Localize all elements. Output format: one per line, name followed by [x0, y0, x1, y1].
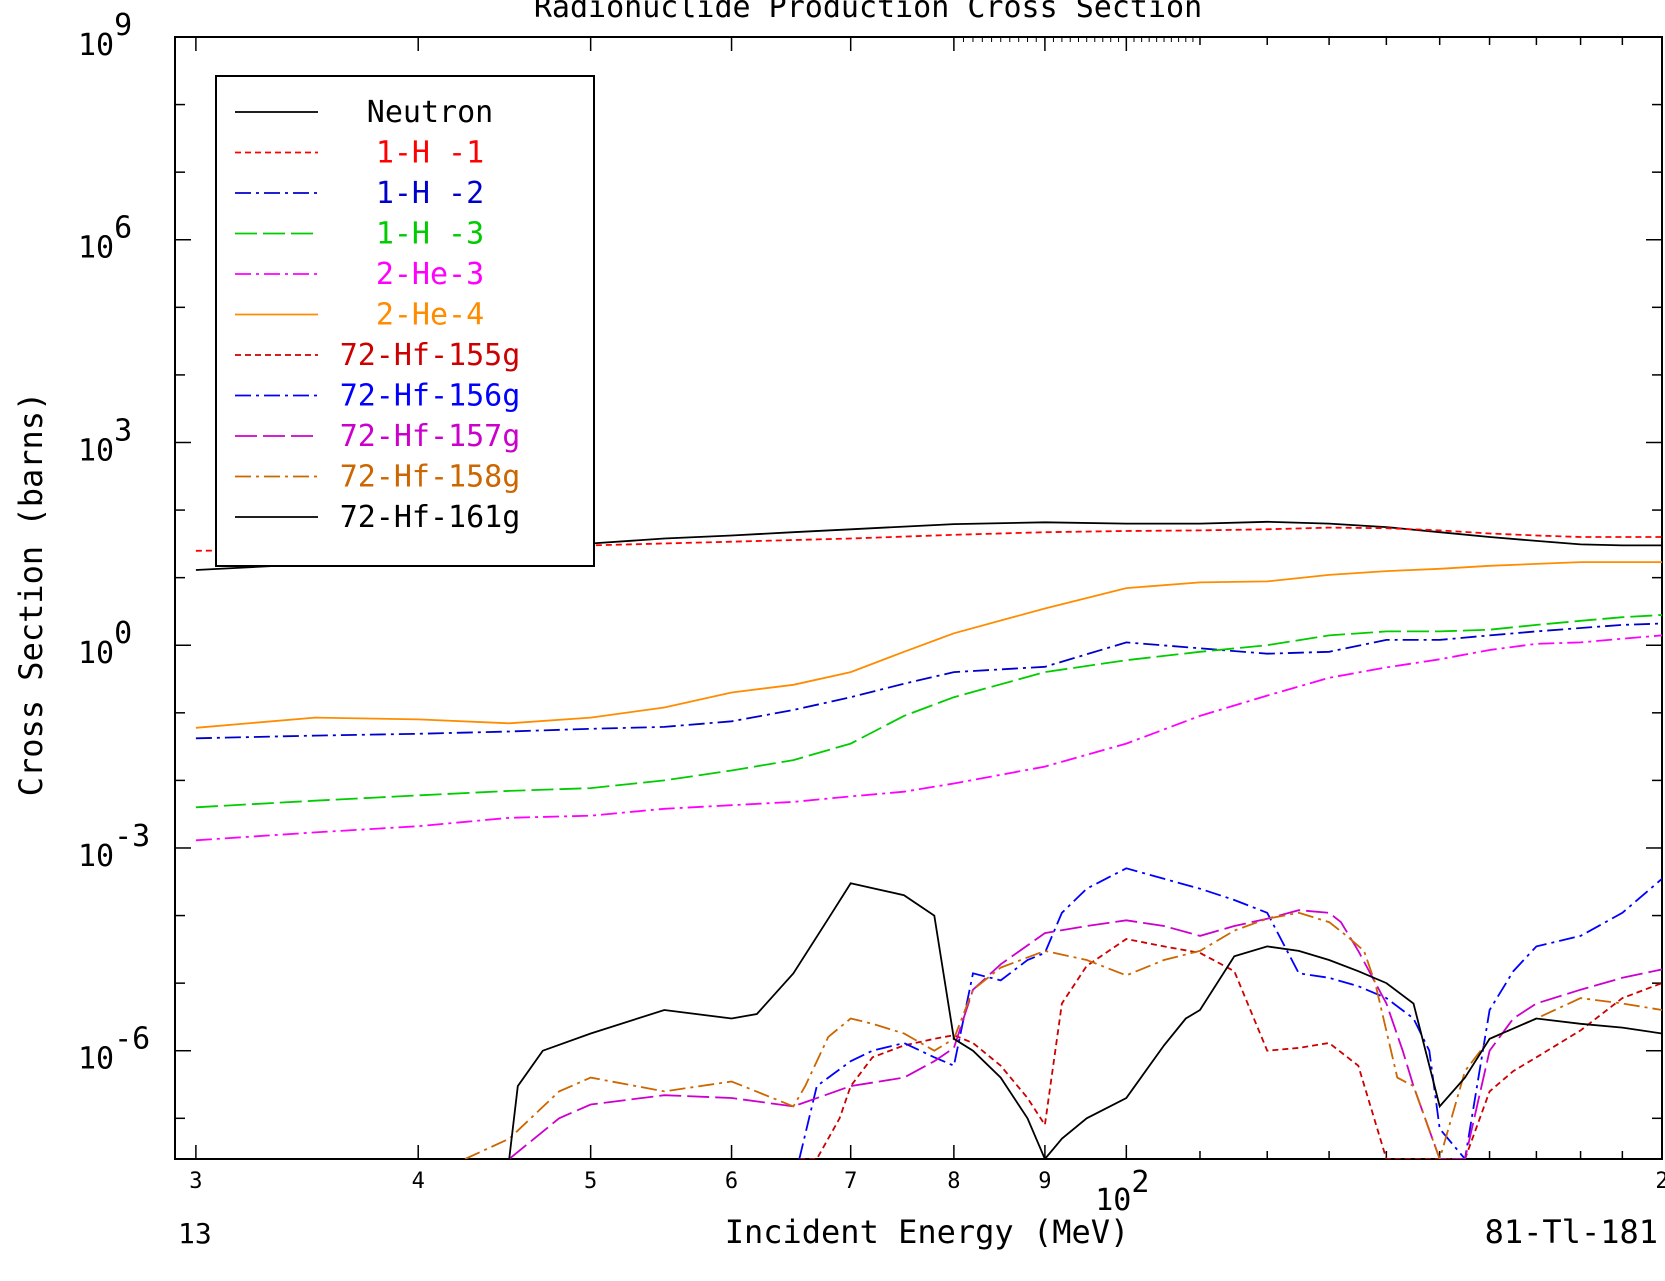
x-tick-label: 4 [412, 1169, 425, 1194]
series-line-2-he-4 [195, 561, 1662, 729]
legend-label: 72-Hf-155g [340, 338, 521, 373]
series-line-72-hf-161g [508, 882, 1662, 1159]
x-tick-label: 9 [1038, 1169, 1051, 1194]
series-line-72-hf-158g [464, 911, 1662, 1159]
series-line-1-h-1 [195, 526, 1662, 552]
x-tick-label: 7 [844, 1169, 857, 1194]
x-tick-label: 2 [1655, 1169, 1665, 1194]
series-line-2-he-3 [195, 634, 1662, 842]
series-line-72-hf-155g [799, 938, 1662, 1159]
series-line-1-h-3 [195, 614, 1662, 809]
legend-label: 1-H -3 [376, 217, 484, 252]
legend-label: 72-Hf-158g [340, 460, 521, 495]
series-line-1-h-2 [195, 622, 1662, 740]
series-layer [195, 520, 1662, 1159]
legend-label: 72-Hf-157g [340, 419, 521, 454]
y-tick-label: 10-3 [78, 819, 150, 874]
x-tick-labels: 3 4 5 6 7 8 9 2 102 [189, 1165, 1665, 1218]
x-axis-label: Incident Energy (MeV) [725, 1213, 1130, 1251]
chart-title: Radionuclide Production Cross Section [534, 0, 1202, 25]
footer-right-label: 81-Tl-181 [1485, 1213, 1658, 1251]
x-tick-label: 8 [947, 1169, 960, 1194]
x-tick-label: 3 [189, 1169, 202, 1194]
legend-label: Neutron [367, 95, 493, 130]
legend-label: 1-H -1 [376, 136, 484, 171]
legend-box [215, 75, 595, 567]
legend-label: 72-Hf-156g [340, 379, 521, 414]
legend-label: 2-He-4 [376, 298, 484, 333]
x-decade-label: 102 [1095, 1165, 1149, 1218]
legend-label: 1-H -2 [376, 176, 484, 211]
y-tick-label: 10-6 [78, 1022, 150, 1077]
y-tick-label: 100 [78, 616, 132, 671]
plot-frame [174, 36, 1663, 1160]
x-tick-label: 5 [584, 1169, 597, 1194]
y-tick-label: 106 [78, 211, 132, 266]
y-tick-labels: 109 106 103 100 10-3 10-6 [78, 8, 150, 1077]
x-tick-label: 6 [725, 1169, 738, 1194]
series-line-72-hf-157g [508, 909, 1662, 1159]
footer-left-label: 13 [178, 1217, 212, 1250]
y-tick-label: 103 [78, 413, 132, 468]
legend-label: 2-He-3 [376, 257, 484, 292]
legend: Neutron 1-H -1 1-H -2 1-H -3 2-He-3 2-He-4 72-… [235, 95, 520, 535]
axis-ticks [175, 36, 1663, 1159]
y-axis-label: Cross Section (barns) [12, 392, 50, 797]
legend-label: 72-Hf-161g [340, 500, 521, 535]
y-tick-label: 109 [78, 8, 132, 63]
